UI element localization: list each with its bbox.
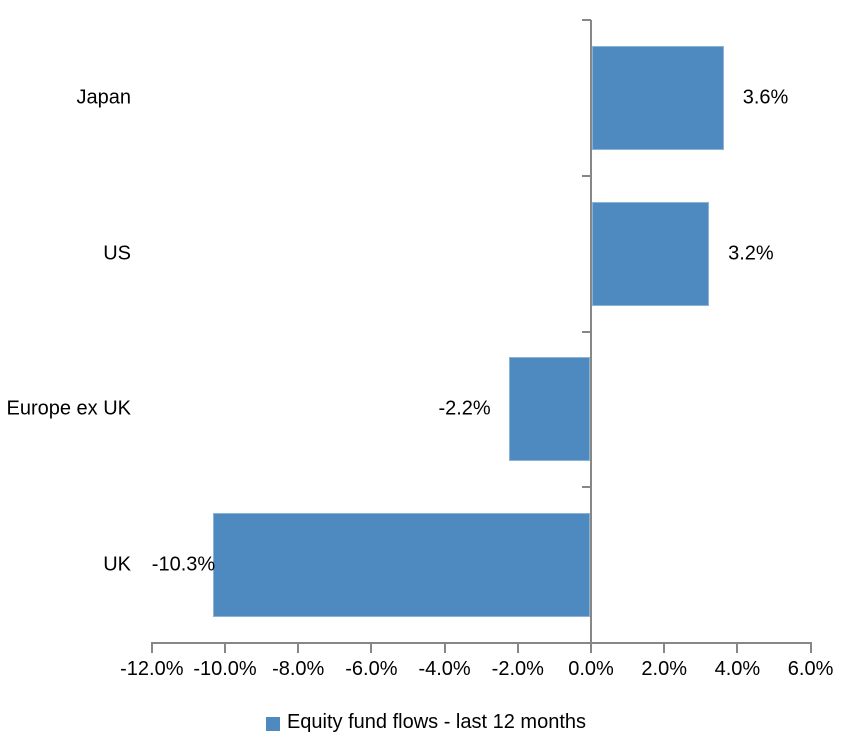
- x-axis-tick: [370, 642, 373, 653]
- x-tick-label: -4.0%: [418, 658, 471, 680]
- y-axis-tick: [582, 175, 591, 177]
- bar-japan: [592, 45, 724, 150]
- x-tick-label: -10.0%: [193, 658, 257, 680]
- y-axis-tick: [582, 486, 591, 488]
- x-axis-tick: [224, 642, 226, 653]
- x-axis-tick: [150, 642, 153, 653]
- legend-marker-icon: [265, 716, 280, 731]
- y-axis-tick: [582, 331, 591, 333]
- x-tick-label: 0.0%: [568, 658, 614, 680]
- x-axis-tick: [443, 642, 446, 653]
- x-axis-tick: [736, 642, 739, 653]
- x-tick-label: -6.0%: [345, 658, 398, 680]
- x-tick-label: 2.0%: [641, 658, 687, 680]
- bar-europe-ex-uk: [509, 357, 590, 462]
- x-axis-tick: [663, 642, 666, 653]
- x-axis-tick: [809, 642, 812, 653]
- y-axis-tick: [582, 19, 591, 21]
- x-axis-tick: [297, 642, 300, 653]
- bar-us: [592, 201, 710, 306]
- x-tick-label: -12.0%: [120, 658, 184, 680]
- x-axis-line: [150, 642, 812, 644]
- x-axis-tick: [590, 642, 592, 653]
- x-axis-tick: [516, 642, 519, 653]
- category-label: UK: [103, 553, 131, 576]
- data-label: 3.6%: [742, 86, 789, 109]
- x-tick-label: -2.0%: [491, 658, 544, 680]
- legend: Equity fund flows - last 12 months: [0, 711, 852, 734]
- category-label: US: [103, 242, 131, 265]
- y-axis-line: [590, 20, 592, 651]
- legend-label: Equity fund flows - last 12 months: [286, 711, 587, 733]
- data-label: -10.3%: [151, 553, 216, 576]
- bar-uk: [213, 513, 590, 618]
- data-label: -2.2%: [438, 397, 491, 420]
- data-label: 3.2%: [728, 242, 774, 265]
- x-tick-label: -8.0%: [272, 658, 325, 680]
- category-label: Europe ex UK: [6, 397, 131, 420]
- x-tick-label: 4.0%: [714, 658, 761, 680]
- y-axis-tick: [582, 642, 591, 644]
- x-tick-label: 6.0%: [787, 658, 834, 680]
- category-label: Japan: [76, 86, 132, 109]
